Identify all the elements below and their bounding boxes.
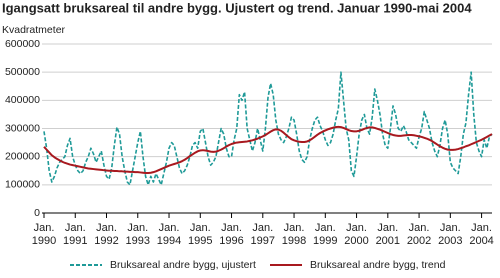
series-line	[43, 71, 493, 186]
legend-label: Bruksareal andre bygg, trend	[310, 259, 446, 271]
y-tick-label: 100000	[5, 179, 40, 191]
x-tick-label: Jan. 1994	[156, 222, 182, 247]
y-axis-label: Kvadratmeter	[2, 24, 66, 36]
x-tick-label: Jan. 1995	[188, 222, 213, 247]
y-tick-label: 500000	[5, 66, 40, 78]
x-tick-label: Jan. 1992	[94, 222, 119, 247]
y-tick-label: 0	[34, 207, 40, 219]
x-tick-label: Jan. 1998	[281, 222, 307, 247]
x-tick-label: Jan. 2003	[438, 222, 463, 247]
y-tick-label: 300000	[5, 122, 40, 134]
x-tick-label: Jan. 1991	[63, 222, 88, 247]
x-tick-label: Jan. 1993	[125, 222, 150, 247]
x-tick-label: Jan. 1997	[250, 222, 276, 247]
x-tick-label: Jan. 2001	[375, 222, 401, 247]
x-tick-label: Jan. 1990	[31, 222, 57, 247]
series-line	[43, 125, 493, 174]
x-tick-label: Jan. 1996	[219, 222, 244, 247]
x-tick-label: Jan. 2002	[406, 222, 432, 247]
x-tick-label: Jan. 2000	[344, 222, 369, 247]
x-tick-label: Jan. 2004	[469, 222, 494, 247]
legend-label: Bruksareal andre bygg, ujustert	[110, 259, 256, 271]
y-tick-label: 200000	[5, 150, 40, 162]
y-tick-label: 600000	[5, 38, 40, 50]
chart-title: Igangsatt bruksareal til andre bygg. Uju…	[2, 0, 472, 15]
y-tick-label: 400000	[5, 94, 40, 106]
x-tick-label: Jan. 1999	[313, 222, 338, 247]
